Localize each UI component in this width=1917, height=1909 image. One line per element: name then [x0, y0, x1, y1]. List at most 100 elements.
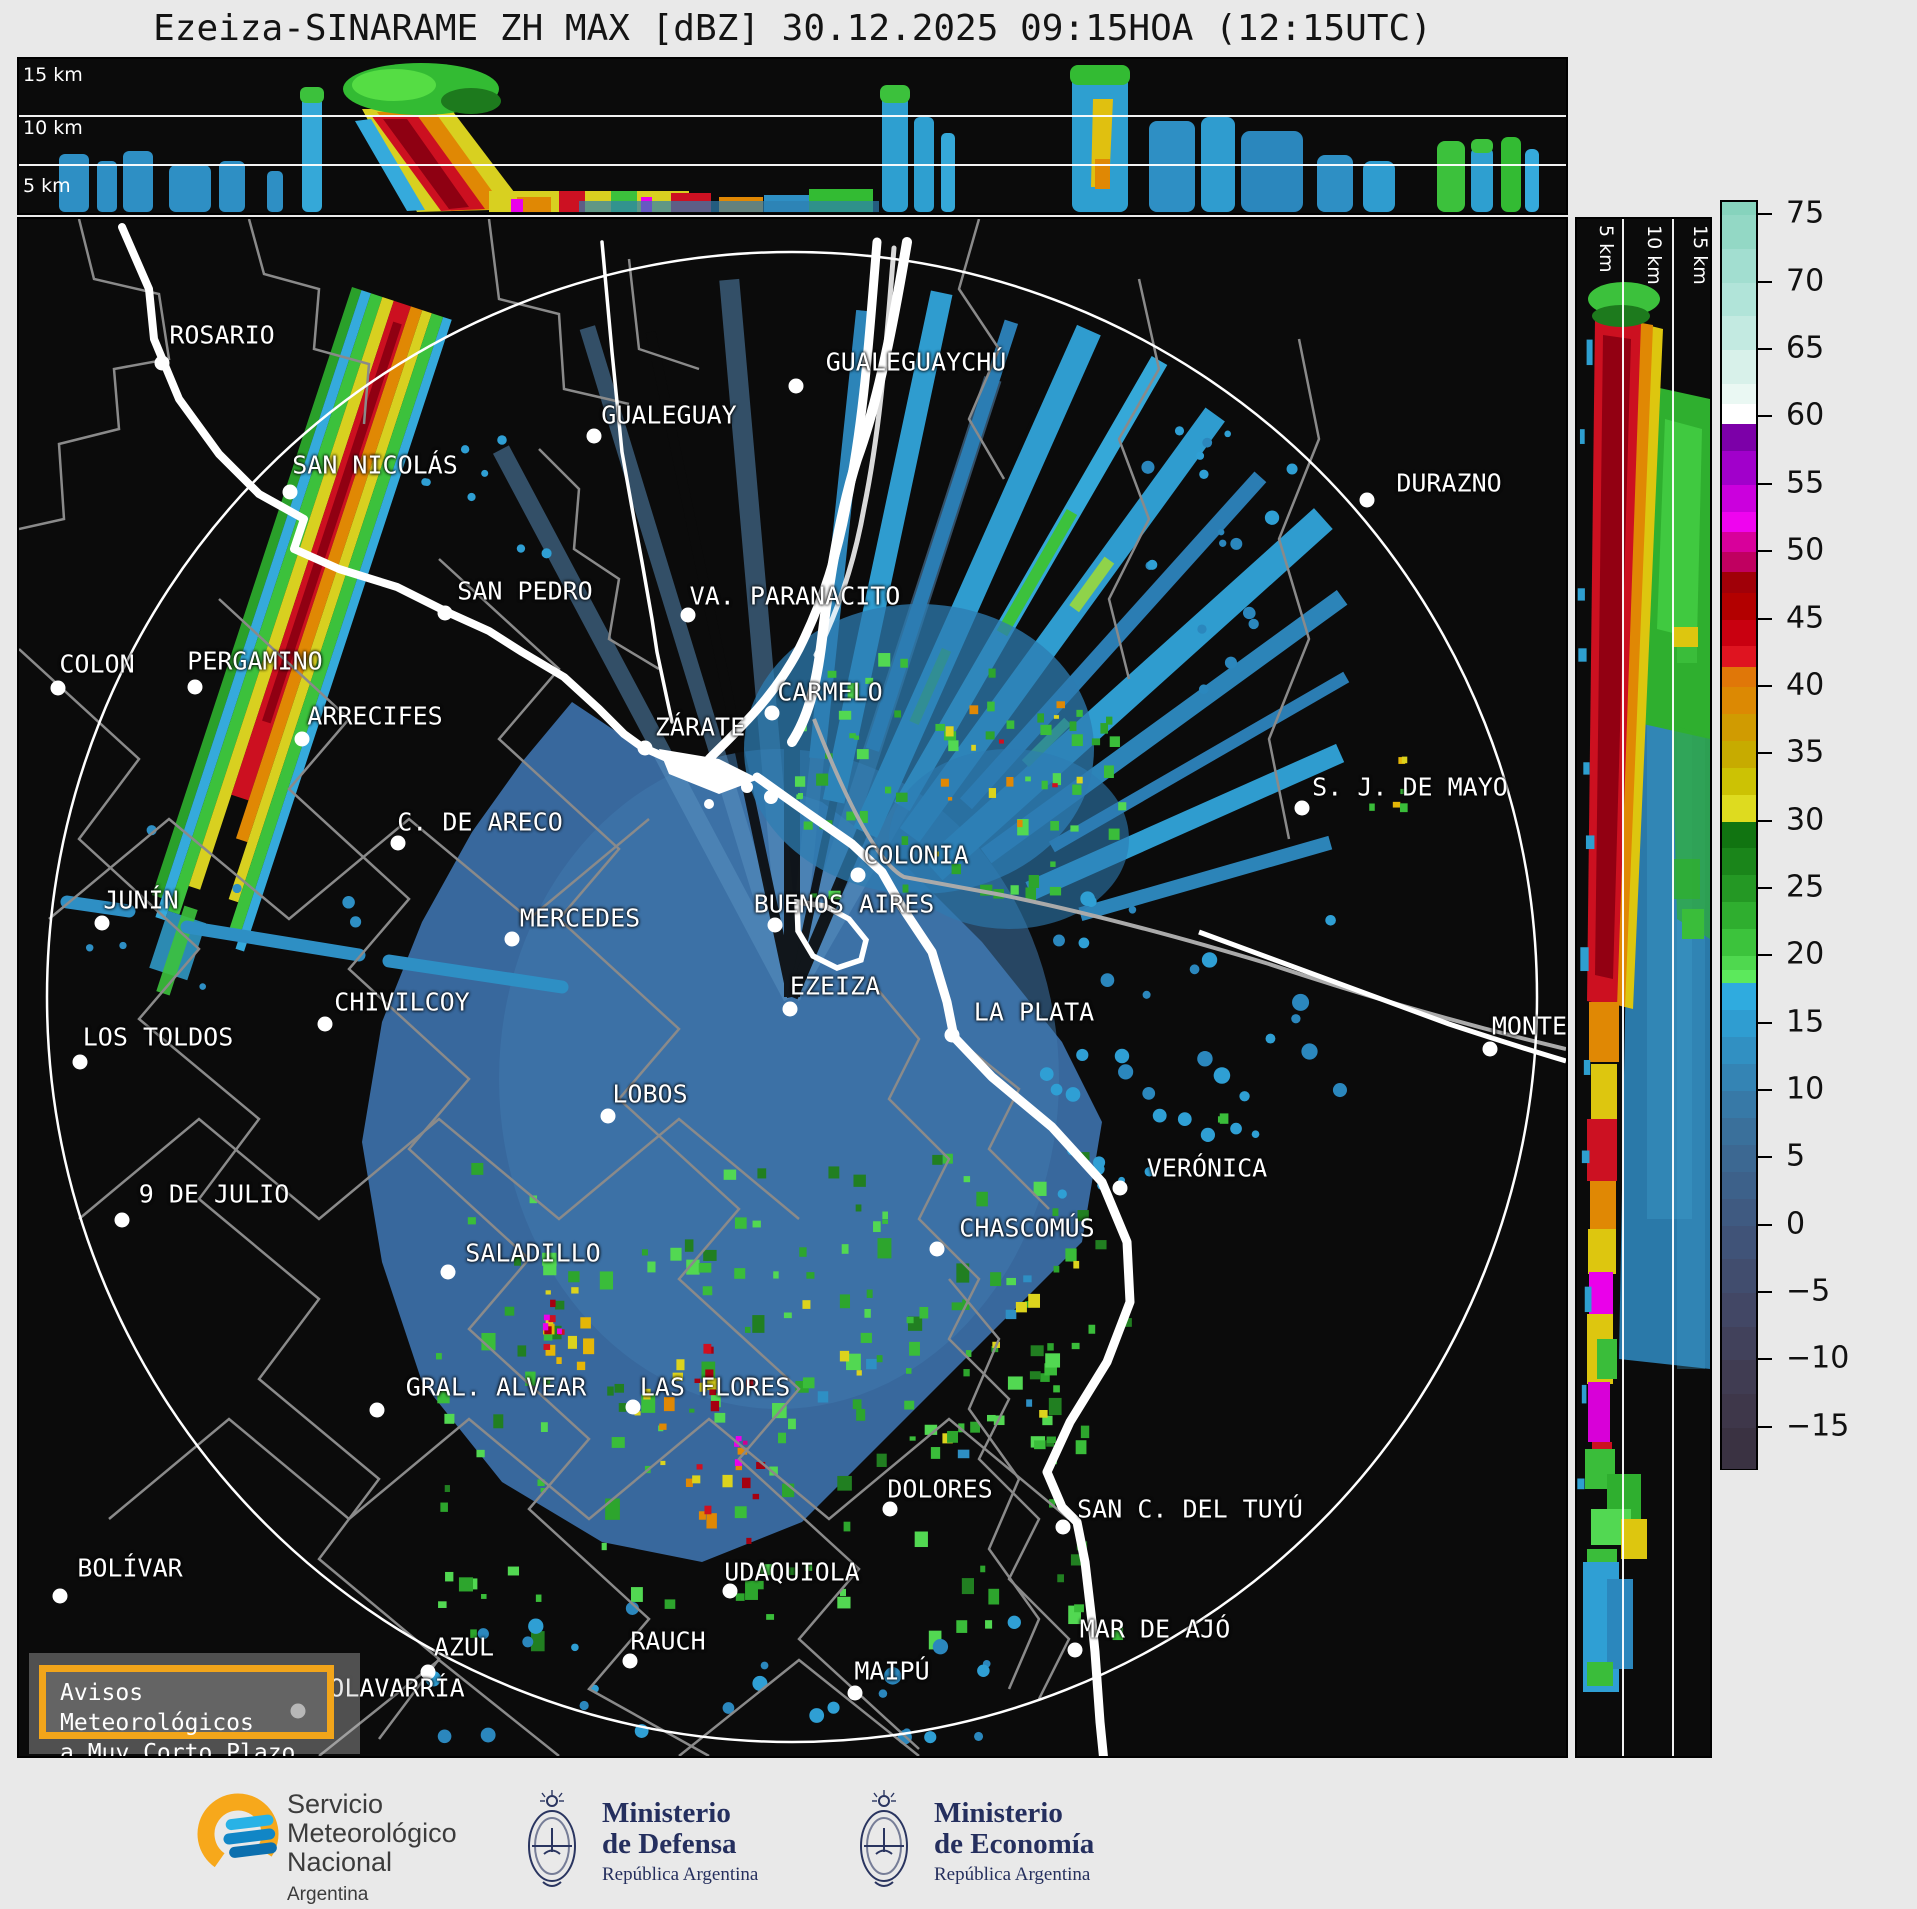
- radar-map-graphics: [19, 219, 1566, 1756]
- colorbar-segment: [1722, 451, 1756, 486]
- city-dot: [52, 1588, 68, 1604]
- colorbar-tick-label: 70: [1786, 263, 1825, 299]
- colorbar-tick-label: 50: [1786, 532, 1825, 568]
- city-dot: [290, 1703, 306, 1719]
- reflectivity-colorbar: [1720, 200, 1758, 1470]
- colorbar-segment: [1722, 552, 1756, 573]
- city-dot: [586, 428, 602, 444]
- height-line-10km: [19, 164, 1566, 166]
- city-dot: [1482, 1041, 1498, 1057]
- colorbar-segment: [1722, 646, 1756, 668]
- colorbar-tick: [1758, 886, 1772, 889]
- city-dot: [1067, 1642, 1083, 1658]
- colorbar-segment: [1722, 511, 1756, 533]
- radar-range-circle: [45, 250, 1539, 1744]
- colorbar-tick-label: 55: [1786, 465, 1825, 501]
- right-axis-label-10km: 10 km: [1643, 225, 1665, 285]
- city-dot: [437, 605, 453, 621]
- city-label: LOS TOLDOS: [82, 1022, 234, 1052]
- colorbar-segment: [1722, 404, 1756, 425]
- city-label: MONTEV: [1491, 1011, 1568, 1041]
- colorbar-segment: [1722, 282, 1756, 318]
- smn-name: Servicio Meteorológico Nacional Argentin…: [287, 1790, 457, 1909]
- colorbar-tick: [1758, 348, 1772, 351]
- city-dot: [767, 917, 783, 933]
- colorbar-segment: [1722, 848, 1756, 876]
- colorbar-tick-label: 35: [1786, 734, 1825, 770]
- admin-boundaries: [19, 219, 1321, 1756]
- city-label: CARMELO: [777, 677, 883, 707]
- height-line-5km: [19, 213, 1566, 215]
- city-label: UDAQUIOLA: [724, 1557, 860, 1587]
- colorbar-tick: [1758, 684, 1772, 687]
- city-dot: [782, 1001, 798, 1017]
- colorbar-segment: [1722, 794, 1756, 823]
- colorbar-segment: [1722, 1117, 1756, 1146]
- colorbar-tick-label: 40: [1786, 667, 1825, 703]
- top-axis-label-10km: 10 km: [23, 117, 83, 139]
- colorbar-segment: [1722, 1292, 1756, 1328]
- city-dot: [154, 355, 170, 371]
- warning-line-2: a Muy Corto Plazo: [60, 1740, 296, 1758]
- ministry-defensa: Ministerio de Defensa República Argentin…: [602, 1797, 759, 1886]
- colorbar-tick-label: 30: [1786, 802, 1825, 838]
- rivers-and-coasts: [118, 223, 1135, 1756]
- city-dot: [944, 1027, 960, 1043]
- right-axis-label-5km: 5 km: [1595, 225, 1617, 273]
- colorbar-segment: [1722, 249, 1756, 284]
- colorbar-tick: [1758, 1156, 1772, 1159]
- city-dot: [94, 915, 110, 931]
- city-dot: [1112, 1180, 1128, 1196]
- colorbar-tick: [1758, 1290, 1772, 1293]
- right-cross-section-echoes: [1577, 282, 1710, 1692]
- colorbar-segment: [1722, 1225, 1756, 1260]
- top-cross-section-echoes: [59, 63, 1539, 212]
- colorbar-tick-label: 15: [1786, 1004, 1825, 1040]
- colorbar-tick: [1758, 280, 1772, 283]
- city-label: MERCEDES: [519, 903, 641, 933]
- city-label: BUENOS AIRES: [753, 889, 935, 919]
- colorbar-segment: [1722, 1360, 1756, 1395]
- colorbar-segment: [1722, 666, 1756, 688]
- city-dot: [1055, 1519, 1071, 1535]
- colorbar-segment: [1722, 383, 1756, 405]
- city-label: DURAZNO: [1396, 468, 1502, 498]
- city-dot: [1294, 800, 1310, 816]
- city-dot: [929, 1241, 945, 1257]
- colorbar-segment: [1722, 1198, 1756, 1227]
- colorbar-tick: [1758, 819, 1772, 822]
- colorbar-segment: [1722, 572, 1756, 594]
- colorbar-segment: [1722, 1259, 1756, 1294]
- city-label: PERGAMINO: [187, 646, 323, 676]
- city-dot: [294, 731, 310, 747]
- city-dot: [637, 740, 653, 756]
- colorbar-tick: [1758, 954, 1772, 957]
- colorbar-segment: [1722, 484, 1756, 513]
- city-dot: [187, 679, 203, 695]
- city-label: EZEIZA: [789, 971, 881, 1001]
- city-label: GUALEGUAYCHÚ: [825, 347, 1007, 377]
- height-line-5km-v: [1622, 219, 1624, 1756]
- city-dot: [50, 680, 66, 696]
- smn-country: Argentina: [287, 1884, 369, 1905]
- colorbar-segment: [1722, 956, 1756, 971]
- colorbar-segment: [1722, 902, 1756, 930]
- city-dot: [504, 931, 520, 947]
- colorbar-tick-label: 20: [1786, 936, 1825, 972]
- city-dot: [420, 1664, 436, 1680]
- colorbar-segment: [1722, 1010, 1756, 1038]
- colorbar-tick: [1758, 1223, 1772, 1226]
- colorbar-tick-label: 5: [1786, 1138, 1806, 1174]
- economia-coat-of-arms: [860, 1790, 908, 1887]
- colorbar-segment: [1722, 202, 1756, 217]
- colorbar-segment: [1722, 531, 1756, 553]
- ministry-economia: Ministerio de Economía República Argenti…: [934, 1797, 1095, 1886]
- colorbar-segment: [1722, 1090, 1756, 1119]
- warning-button[interactable]: Avisos Meteorológicos a Muy Corto Plazo: [39, 1665, 334, 1756]
- colorbar-segment: [1722, 215, 1756, 250]
- colorbar-tick: [1758, 213, 1772, 216]
- city-label: COLON: [59, 649, 135, 679]
- city-label: GRAL. ALVEAR: [405, 1372, 587, 1402]
- city-label: DOLORES: [887, 1474, 993, 1504]
